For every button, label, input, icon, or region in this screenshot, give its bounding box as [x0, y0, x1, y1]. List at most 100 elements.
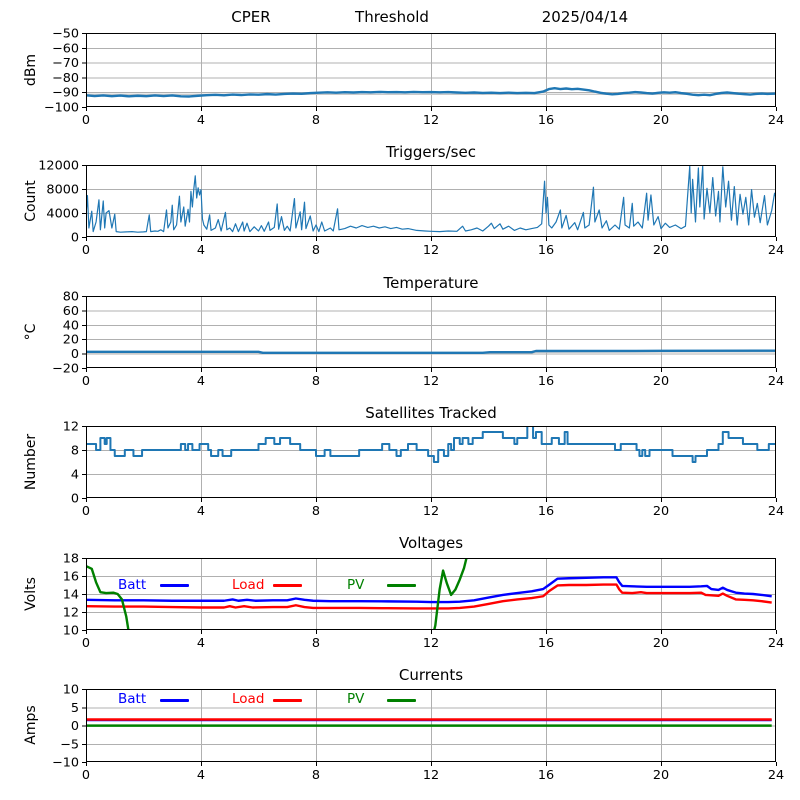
svg-text:16: 16 — [538, 768, 554, 783]
voltages-legend-load-swatch — [273, 584, 302, 587]
voltages-legend-batt-label: Batt — [118, 577, 147, 593]
svg-text:0: 0 — [82, 113, 90, 128]
svg-text:8000: 8000 — [46, 183, 79, 198]
svg-text:16: 16 — [63, 570, 79, 585]
svg-text:4: 4 — [71, 468, 79, 483]
svg-text:12: 12 — [63, 606, 79, 621]
y-axis-label-count: Count — [23, 180, 39, 222]
svg-text:24: 24 — [768, 374, 784, 389]
voltages-legend-pv-swatch — [387, 584, 416, 587]
svg-text:12: 12 — [423, 113, 439, 128]
cper-plot: 0 4 8 12 16 20 24 −100−90−80−70−60−50 — [44, 27, 784, 129]
svg-text:80: 80 — [63, 290, 79, 305]
svg-text:8: 8 — [312, 768, 320, 783]
svg-text:−100: −100 — [44, 101, 79, 116]
panel-title-triggers: Triggers/sec — [386, 143, 476, 161]
svg-text:14: 14 — [63, 588, 79, 603]
svg-text:20: 20 — [63, 333, 79, 348]
svg-text:10: 10 — [63, 683, 79, 698]
header-title-cper: CPER — [231, 8, 271, 26]
svg-text:16: 16 — [538, 113, 554, 128]
voltages-legend-load-label: Load — [232, 577, 265, 593]
svg-text:24: 24 — [768, 113, 784, 128]
svg-text:0: 0 — [71, 347, 79, 362]
svg-text:24: 24 — [768, 504, 784, 519]
svg-text:4: 4 — [197, 504, 205, 519]
svg-text:20: 20 — [653, 113, 669, 128]
svg-text:16: 16 — [538, 374, 554, 389]
panel-title-satellites: Satellites Tracked — [365, 404, 497, 422]
svg-text:40: 40 — [63, 318, 79, 333]
svg-text:0: 0 — [71, 719, 79, 734]
svg-text:−70: −70 — [52, 56, 79, 71]
y-axis-label-amps: Amps — [23, 705, 39, 745]
header-title-date: 2025/04/14 — [541, 8, 629, 26]
svg-text:12: 12 — [423, 374, 439, 389]
svg-text:10: 10 — [63, 624, 79, 639]
panel-title-temperature: Temperature — [383, 274, 479, 292]
svg-text:4: 4 — [197, 113, 205, 128]
svg-text:4: 4 — [197, 768, 205, 783]
svg-text:60: 60 — [63, 304, 79, 319]
voltages-legend-batt-swatch — [160, 584, 189, 587]
satellites-plot: 0 4 8 12 16 20 24 0 4 8 12 — [63, 420, 784, 520]
svg-text:16: 16 — [538, 243, 554, 258]
svg-text:4: 4 — [197, 243, 205, 258]
svg-text:12: 12 — [423, 768, 439, 783]
svg-text:−60: −60 — [52, 41, 79, 56]
svg-text:0: 0 — [82, 374, 90, 389]
svg-text:4: 4 — [197, 636, 205, 651]
svg-text:0: 0 — [82, 504, 90, 519]
panel-title-currents: Currents — [398, 666, 464, 684]
svg-text:8: 8 — [312, 113, 320, 128]
svg-text:12: 12 — [423, 243, 439, 258]
svg-text:24: 24 — [768, 243, 784, 258]
header-title-threshold: Threshold — [355, 8, 429, 26]
svg-text:4000: 4000 — [46, 207, 79, 222]
svg-text:8: 8 — [71, 444, 79, 459]
svg-text:8: 8 — [312, 636, 320, 651]
svg-text:−20: −20 — [52, 362, 79, 377]
svg-text:12000: 12000 — [38, 159, 79, 174]
svg-text:0: 0 — [82, 768, 90, 783]
svg-text:20: 20 — [653, 504, 669, 519]
svg-text:8: 8 — [312, 243, 320, 258]
svg-text:18: 18 — [63, 552, 79, 567]
triggers-plot: 0 4 8 12 16 20 24 0 4000 8000 12000 — [38, 159, 784, 259]
svg-text:0: 0 — [82, 636, 90, 651]
y-axis-label-dbm: dBm — [23, 53, 39, 87]
y-axis-label-number: Number — [23, 433, 39, 491]
svg-text:0: 0 — [71, 231, 79, 246]
voltages-plot: 0 4 8 12 16 20 24 10 12 14 16 18 — [63, 552, 784, 652]
svg-text:−90: −90 — [52, 86, 79, 101]
svg-text:−50: −50 — [52, 27, 79, 42]
currents-plot: 0 4 8 12 16 20 24 −10 −5 0 5 10 — [52, 683, 784, 784]
svg-text:20: 20 — [653, 768, 669, 783]
svg-text:24: 24 — [768, 636, 784, 651]
svg-text:4: 4 — [197, 374, 205, 389]
svg-text:20: 20 — [653, 243, 669, 258]
svg-text:16: 16 — [538, 636, 554, 651]
svg-text:5: 5 — [71, 701, 79, 716]
svg-text:0: 0 — [82, 243, 90, 258]
svg-text:0: 0 — [71, 492, 79, 507]
svg-text:8: 8 — [312, 374, 320, 389]
currents-legend-pv-label: PV — [347, 691, 365, 707]
svg-text:12: 12 — [63, 420, 79, 435]
currents-legend-load-swatch — [273, 699, 302, 702]
svg-text:20: 20 — [653, 636, 669, 651]
voltages-legend-pv-label: PV — [347, 577, 365, 593]
currents-legend-load-label: Load — [232, 691, 265, 707]
currents-legend-batt-swatch — [160, 699, 189, 702]
svg-text:12: 12 — [423, 504, 439, 519]
svg-text:−5: −5 — [60, 737, 79, 752]
svg-text:−80: −80 — [52, 71, 79, 86]
panel-title-voltages: Voltages — [398, 534, 464, 552]
currents-legend-pv-swatch — [387, 699, 416, 702]
svg-text:8: 8 — [312, 504, 320, 519]
y-axis-label-celsius: °C — [23, 323, 39, 341]
currents-legend-batt-label: Batt — [118, 691, 147, 707]
svg-text:24: 24 — [768, 768, 784, 783]
